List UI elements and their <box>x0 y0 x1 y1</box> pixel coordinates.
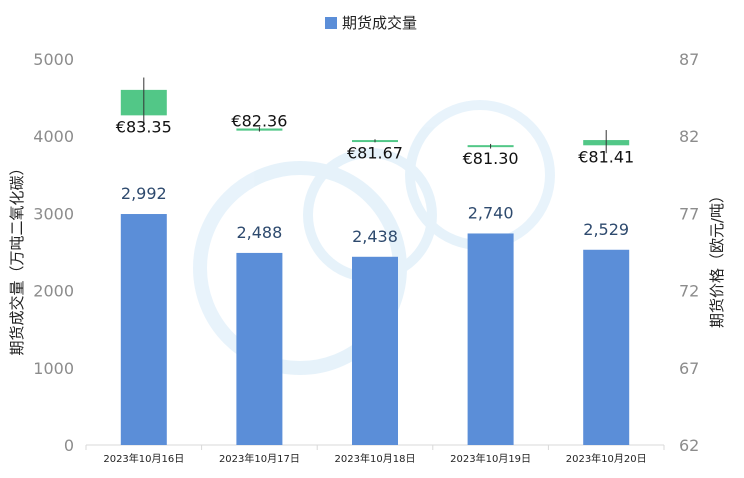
y-axis-right: 62 67 72 77 82 87 <box>679 50 699 455</box>
x-tick-label: 2023年10月20日 <box>566 452 647 465</box>
bar-series: 2,992 2,488 2,438 2,740 2,529 <box>120 184 630 445</box>
bar <box>467 233 514 445</box>
x-tick-label: 2023年10月16日 <box>103 452 184 465</box>
y-axis-left: 0 1000 2000 3000 4000 5000 <box>33 50 74 455</box>
y-right-tick-label: 87 <box>679 50 699 69</box>
bar <box>236 252 283 445</box>
legend: 期货成交量 <box>325 14 417 32</box>
bar <box>352 256 398 445</box>
legend-label: 期货成交量 <box>342 14 417 32</box>
y-left-tick-label: 4000 <box>33 127 74 146</box>
price-series: €83.35 €82.36 €81.67 €81.30 €81.41 <box>116 77 634 168</box>
x-tick-label: 2023年10月17日 <box>219 452 300 465</box>
y-left-tick-label: 1000 <box>33 359 74 378</box>
y-axis-right-title: 期货价格（欧元/吨） <box>708 188 726 328</box>
bar-value-label: 2,992 <box>121 184 167 203</box>
bar <box>120 214 167 445</box>
bar <box>583 249 630 445</box>
price-label: €81.41 <box>578 147 634 166</box>
y-right-tick-label: 82 <box>679 127 699 146</box>
y-right-tick-label: 62 <box>679 436 699 455</box>
y-right-tick-label: 77 <box>679 204 699 223</box>
price-label: €81.67 <box>347 143 403 162</box>
x-axis: 2023年10月16日 2023年10月17日 2023年10月18日 2023年10… <box>85 445 665 465</box>
y-left-tick-label: 5000 <box>33 50 74 69</box>
y-right-tick-label: 72 <box>679 282 699 301</box>
x-tick-label: 2023年10月19日 <box>450 452 531 465</box>
y-right-tick-label: 67 <box>679 359 699 378</box>
price-label: €81.30 <box>463 149 519 168</box>
y-left-tick-label: 0 <box>64 436 74 455</box>
bar-value-label: 2,529 <box>583 220 629 239</box>
price-label: €82.36 <box>231 111 287 130</box>
price-label: €83.35 <box>116 117 172 136</box>
y-axis-left-title: 期货成交量（万吨二氧化碳） <box>8 160 26 355</box>
bar-value-label: 2,438 <box>352 227 398 246</box>
y-left-tick-label: 2000 <box>33 282 74 301</box>
legend-swatch <box>325 17 337 29</box>
bar-value-label: 2,488 <box>236 223 282 242</box>
bar-value-label: 2,740 <box>468 203 514 222</box>
x-tick-label: 2023年10月18日 <box>335 452 416 465</box>
y-left-tick-label: 3000 <box>33 204 74 223</box>
